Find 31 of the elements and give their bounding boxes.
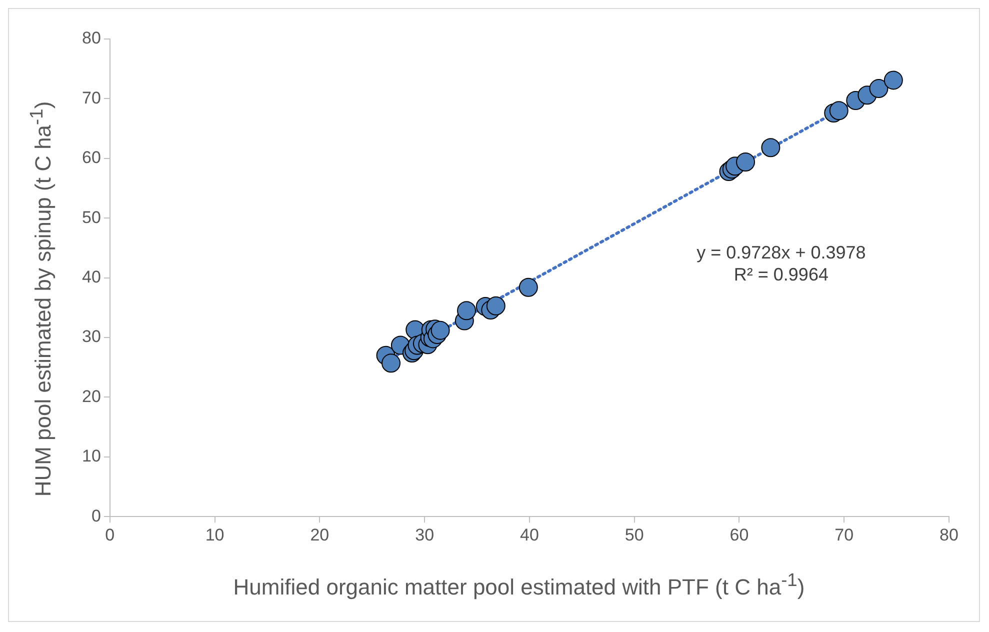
- x-tick-label: 80: [940, 525, 958, 544]
- x-axis-title: Humified organic matter pool estimated with PTF (t C ha$^{-1}$): [232, 569, 806, 600]
- point: [869, 79, 888, 98]
- x-tick-label: 60: [730, 525, 749, 544]
- point: [761, 138, 780, 158]
- x-tick-label: 50: [624, 525, 644, 544]
- y-tick-label: 50: [82, 208, 101, 227]
- x-tick-label: 70: [834, 525, 854, 544]
- point: [430, 320, 450, 340]
- y-tick-label: 0: [91, 506, 101, 526]
- point: [382, 354, 401, 373]
- annotation: R² = 0.9964: [734, 264, 828, 285]
- point: [518, 278, 538, 297]
- y-tick-label: 20: [82, 386, 101, 406]
- y-tick-label: 80: [82, 28, 101, 48]
- point: [736, 152, 756, 172]
- x-tick-label: 30: [415, 525, 434, 544]
- point: [884, 70, 903, 90]
- x-tick-label: 40: [520, 525, 539, 544]
- y-tick-label: 70: [82, 88, 101, 108]
- y-tick-label: 10: [82, 446, 101, 466]
- point: [457, 301, 476, 320]
- y-tick-label: 40: [82, 267, 101, 286]
- y-tick-label: 30: [82, 327, 101, 346]
- x-tick-label: 10: [205, 525, 224, 544]
- annotation: y = 0.9728x + 0.3978: [696, 242, 866, 263]
- y-tick-label: 60: [82, 148, 101, 168]
- point: [486, 296, 506, 316]
- x-tick-label: 0: [105, 525, 115, 544]
- x-tick-label: 20: [310, 525, 330, 544]
- point: [829, 101, 848, 120]
